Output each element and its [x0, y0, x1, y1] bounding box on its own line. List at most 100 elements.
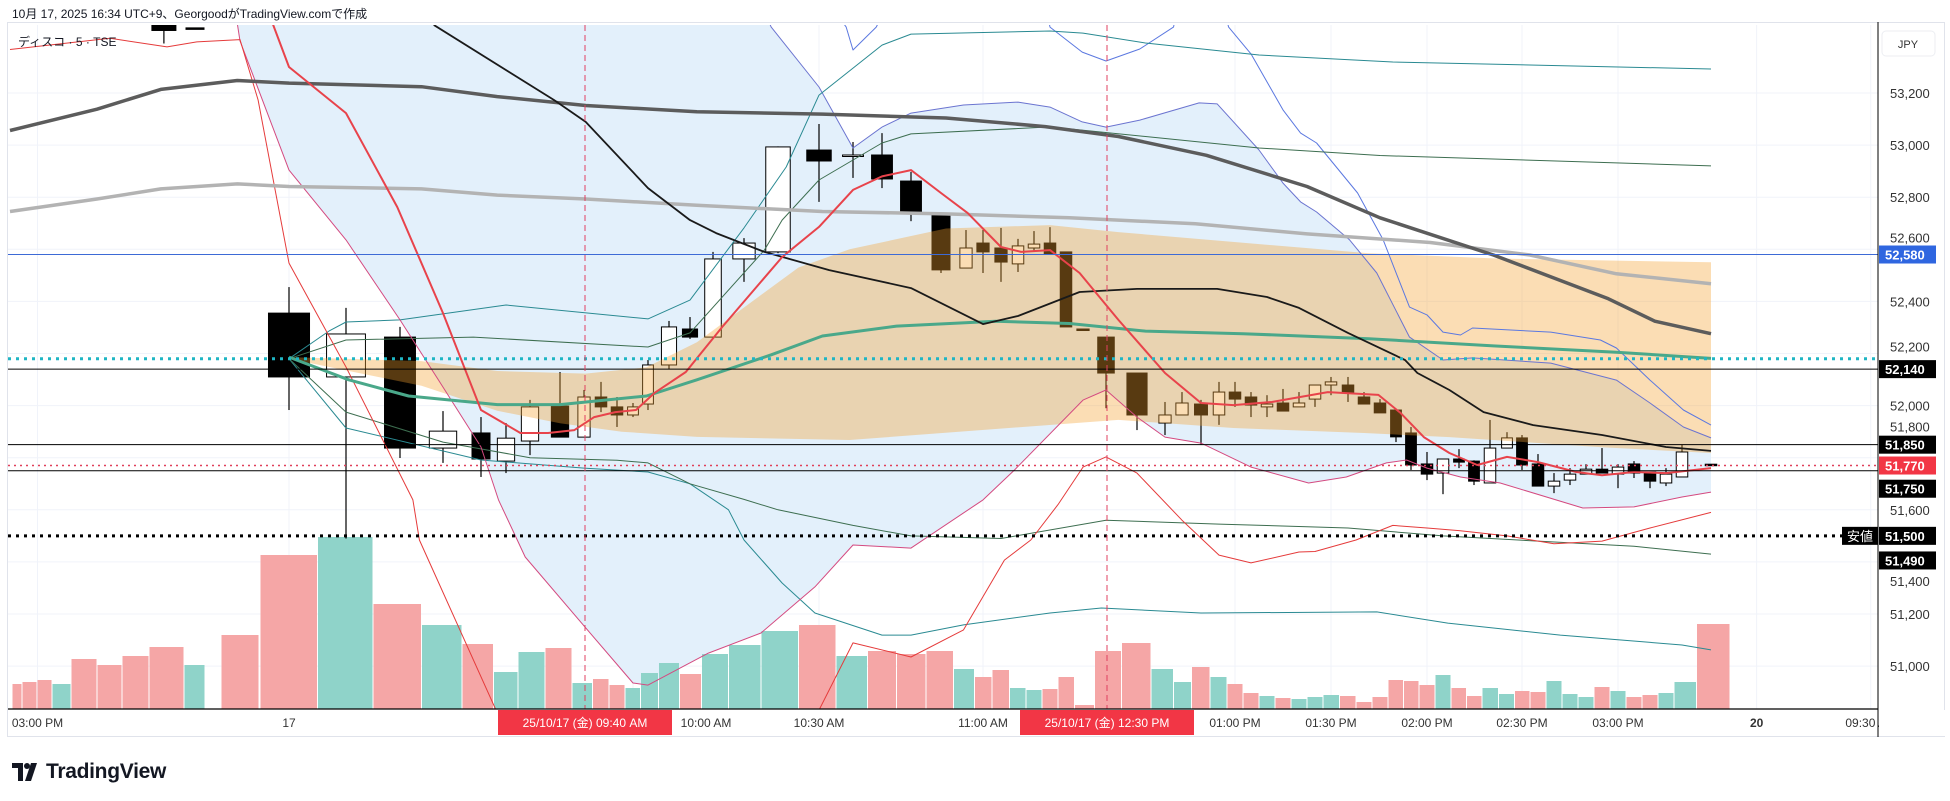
volume-bar [462, 644, 493, 709]
tradingview-logo[interactable]: TradingView [12, 760, 166, 784]
candle-body-up [1308, 384, 1322, 400]
line-band-magenta-lower [237, 25, 1712, 686]
volume-bar [641, 673, 658, 709]
candle-body-up [326, 333, 366, 378]
candle-body-down [1126, 372, 1148, 416]
volume-bar [221, 635, 259, 709]
price-tick-label: 53,000 [1890, 138, 1930, 153]
volume-bar [1174, 682, 1191, 709]
candle-body-down [267, 312, 311, 378]
candle [1027, 231, 1041, 252]
price-badge[interactable]: 52,140 [1879, 360, 1936, 379]
low-label: 安値 [1847, 529, 1873, 544]
volume-bar [71, 659, 97, 709]
time-tick-label: 11:00 AM [958, 716, 1008, 730]
time-tick-label: 01:00 PM [1209, 716, 1260, 730]
volume-bar [729, 645, 761, 709]
candle [871, 133, 893, 189]
candle-body-up [660, 326, 678, 366]
volume-bar [975, 677, 992, 709]
candle-body-down [151, 25, 177, 31]
tradingview-logo-icon [12, 763, 37, 781]
price-badge-bg [1879, 245, 1936, 264]
price-badge[interactable]: 51,750 [1879, 479, 1936, 498]
candle-body-down [1276, 402, 1290, 412]
candle [1158, 401, 1172, 436]
price-badge[interactable]: 51,490 [1879, 551, 1936, 570]
volume-bar [1404, 681, 1419, 709]
axis-corner [1879, 710, 1945, 736]
volume-bar [1388, 680, 1403, 709]
volume-bar [518, 652, 545, 709]
volume-bar [1626, 697, 1642, 709]
time-badge-label: 25/10/17 (金) 09:40 AM [523, 715, 648, 730]
candle [1405, 426, 1417, 470]
time-axis[interactable]: 03:00 PM 17 10:00 AM 10:30 AM 11:00 AM 01:00 … [12, 710, 1945, 736]
candle [1126, 372, 1148, 431]
candle-body-up [642, 364, 654, 405]
candle-body-down [1043, 242, 1057, 255]
time-tick-label: 01:30 PM [1305, 716, 1356, 730]
candle-body-down [1357, 396, 1371, 405]
candle-body-up [1675, 451, 1689, 478]
price-tick-label: 52,200 [1890, 340, 1930, 355]
price-badge[interactable]: 51,500 [1879, 526, 1936, 545]
candle [1175, 392, 1189, 416]
volume-bar [1451, 688, 1466, 709]
candle-body-up [1324, 381, 1338, 386]
candle [1059, 251, 1073, 328]
volume-bar [52, 684, 71, 709]
time-crosshair-badge: 25/10/17 (金) 09:40 AM [498, 710, 672, 735]
price-badge-label: 51,750 [1885, 482, 1925, 497]
price-badge[interactable]: 51,770 [1879, 456, 1936, 475]
candle [496, 423, 516, 474]
volume-bar [702, 654, 728, 709]
price-badge-bg [1879, 456, 1936, 475]
price-badge-label: 51,770 [1885, 459, 1925, 474]
candle [1097, 336, 1115, 409]
volume-bar [836, 656, 867, 709]
volume-bar [1674, 682, 1696, 709]
candle-body-down [1076, 328, 1090, 332]
volume-bar [1323, 695, 1339, 709]
price-badge[interactable]: 52,580 [1879, 245, 1936, 264]
candle-body-up [1563, 473, 1577, 481]
price-axis[interactable]: 53,200 53,000 52,800 52,600 52,400 52,200 52,0… [1842, 86, 1936, 674]
price-tick-label: 52,000 [1890, 399, 1930, 414]
currency-button[interactable]: JPY [1881, 30, 1936, 57]
time-badge-bg [498, 710, 672, 735]
candle-body-up [1158, 414, 1172, 424]
volume-bar [1642, 695, 1658, 709]
time-tick-label: 03:00 PM [12, 716, 63, 730]
price-badge-bg [1879, 435, 1936, 454]
price-badge[interactable]: 51,850 [1879, 435, 1936, 454]
price-tick-label: 52,800 [1890, 190, 1930, 205]
candle-body-down [1097, 336, 1115, 374]
price-badge-label: 52,580 [1885, 248, 1925, 263]
volume-bar [1372, 697, 1388, 709]
candle-body-down [1531, 463, 1545, 487]
chart-caption: 10月 17, 2025 16:34 UTC+9、GeorgoodがTradin… [12, 7, 368, 21]
volume-bar [1515, 691, 1530, 709]
volume-bar [37, 680, 52, 709]
low-label-bg [1842, 526, 1878, 545]
chart-frame [7, 22, 1945, 737]
candle [976, 230, 990, 274]
candle [1420, 451, 1434, 481]
candle [1260, 395, 1274, 418]
price-tick-label: 51,400 [1890, 574, 1930, 589]
candle [1292, 392, 1306, 408]
volume-bar [1340, 696, 1356, 709]
price-tick-label: 53,200 [1890, 86, 1930, 101]
line-band-teal-upper [288, 30, 1712, 360]
volume-bar [1243, 693, 1259, 709]
horizontal-levels[interactable] [8, 254, 1878, 538]
candle-body-down [1420, 463, 1434, 475]
volume-bar [1546, 681, 1562, 709]
volume-bar [1697, 624, 1730, 709]
candle-body-up [1260, 403, 1274, 408]
price-badge-label: 51,850 [1885, 438, 1925, 453]
candle [1547, 473, 1561, 494]
volume-bar [97, 665, 122, 709]
